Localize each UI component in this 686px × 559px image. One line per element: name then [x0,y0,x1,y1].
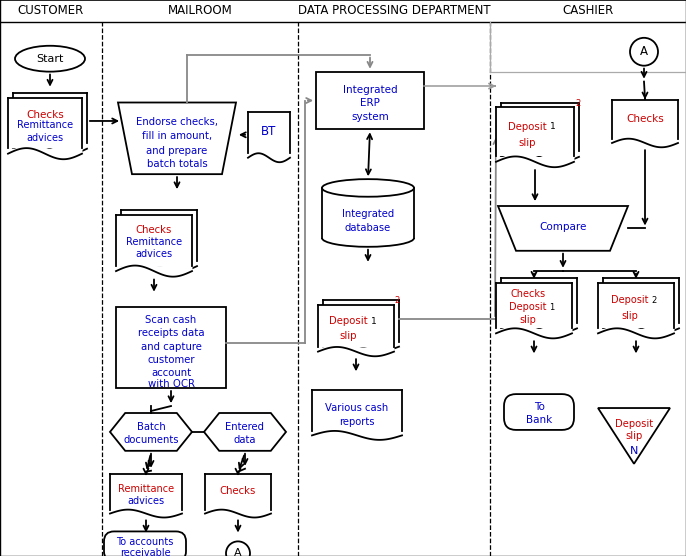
Bar [496,107,574,157]
Text: 2: 2 [576,99,580,108]
Text: Compare: Compare [539,222,587,233]
Text: slip: slip [340,330,357,340]
Text: fill in amount,: fill in amount, [142,131,212,141]
Bar [248,112,290,153]
Text: Bank: Bank [526,415,552,425]
Text: Checks: Checks [26,110,64,120]
Text: A: A [640,45,648,58]
Ellipse shape [15,46,85,72]
FancyBboxPatch shape [104,532,186,559]
Bar [501,278,577,323]
Bar [501,102,579,151]
Bar [110,473,182,510]
Text: Start: Start [36,54,64,64]
Bar [116,306,226,388]
Text: Remittance
advices: Remittance advices [17,120,73,143]
Text: Remittance: Remittance [118,484,174,494]
Polygon shape [118,102,236,174]
Text: Deposit: Deposit [508,122,546,131]
Text: To accounts: To accounts [117,537,174,547]
Bar [8,97,82,148]
Bar [322,188,414,238]
Text: database: database [345,223,391,233]
Polygon shape [204,413,286,451]
Bar [612,100,678,139]
Text: Various cash: Various cash [325,402,389,413]
Text: advices: advices [128,496,165,506]
Text: Checks: Checks [136,225,172,235]
Text: documents: documents [123,435,179,445]
Text: Checks: Checks [510,289,545,299]
Text: MAILROOM: MAILROOM [167,4,233,17]
Bar [312,390,402,431]
Ellipse shape [322,179,414,197]
Text: reports: reports [340,418,375,428]
Bar [323,300,399,342]
Text: Batch: Batch [137,423,165,432]
Text: system: system [351,112,389,122]
Text: slip: slip [626,431,643,441]
Text: Entered: Entered [226,423,265,432]
Text: receipts data: receipts data [138,329,204,338]
Text: slip: slip [622,311,639,321]
Text: batch totals: batch totals [147,159,207,169]
Text: receivable: receivable [119,548,170,558]
Polygon shape [498,206,628,251]
Bar [316,72,424,129]
Bar [496,283,572,328]
Bar [598,283,674,328]
Bar [205,473,271,510]
Text: To: To [534,401,545,411]
Text: customer: customer [147,354,195,364]
Text: CASHIER: CASHIER [563,4,613,17]
Text: with OCR: with OCR [147,379,195,389]
Text: 1: 1 [550,122,556,131]
Text: and prepare: and prepare [146,145,208,155]
Text: Deposit: Deposit [329,316,368,326]
FancyBboxPatch shape [504,394,574,430]
Bar [603,278,679,323]
Text: slip: slip [518,138,536,148]
Text: CUSTOMER: CUSTOMER [18,4,84,17]
Polygon shape [598,408,670,464]
Text: Checks: Checks [220,486,256,496]
Text: data: data [234,435,257,445]
Text: 1: 1 [549,302,554,312]
Text: Integrated: Integrated [343,85,397,95]
Text: Deposit: Deposit [611,296,649,305]
Text: N: N [630,447,638,457]
Bar [121,210,197,260]
Bar [318,305,394,347]
Text: 1: 1 [371,316,377,325]
Text: slip: slip [519,315,536,325]
Text: Integrated: Integrated [342,209,394,219]
Ellipse shape [226,541,250,559]
Text: Remittance
advices: Remittance advices [126,237,182,259]
Text: Endorse checks,: Endorse checks, [136,117,218,127]
Text: BT: BT [261,125,276,138]
Text: and capture: and capture [141,342,202,352]
Bar [116,215,192,266]
Text: Checks: Checks [626,113,664,124]
Bar [13,93,87,143]
Text: Deposit: Deposit [509,302,547,312]
Ellipse shape [630,38,658,65]
Polygon shape [110,413,192,451]
Text: 2: 2 [652,296,657,305]
Text: ERP: ERP [360,98,380,108]
Text: Scan cash: Scan cash [145,315,197,325]
Text: account: account [151,368,191,378]
Text: Deposit: Deposit [615,419,653,429]
Text: 2: 2 [394,296,400,305]
Text: DATA PROCESSING DEPARTMENT: DATA PROCESSING DEPARTMENT [298,4,490,17]
Text: A: A [234,548,241,558]
